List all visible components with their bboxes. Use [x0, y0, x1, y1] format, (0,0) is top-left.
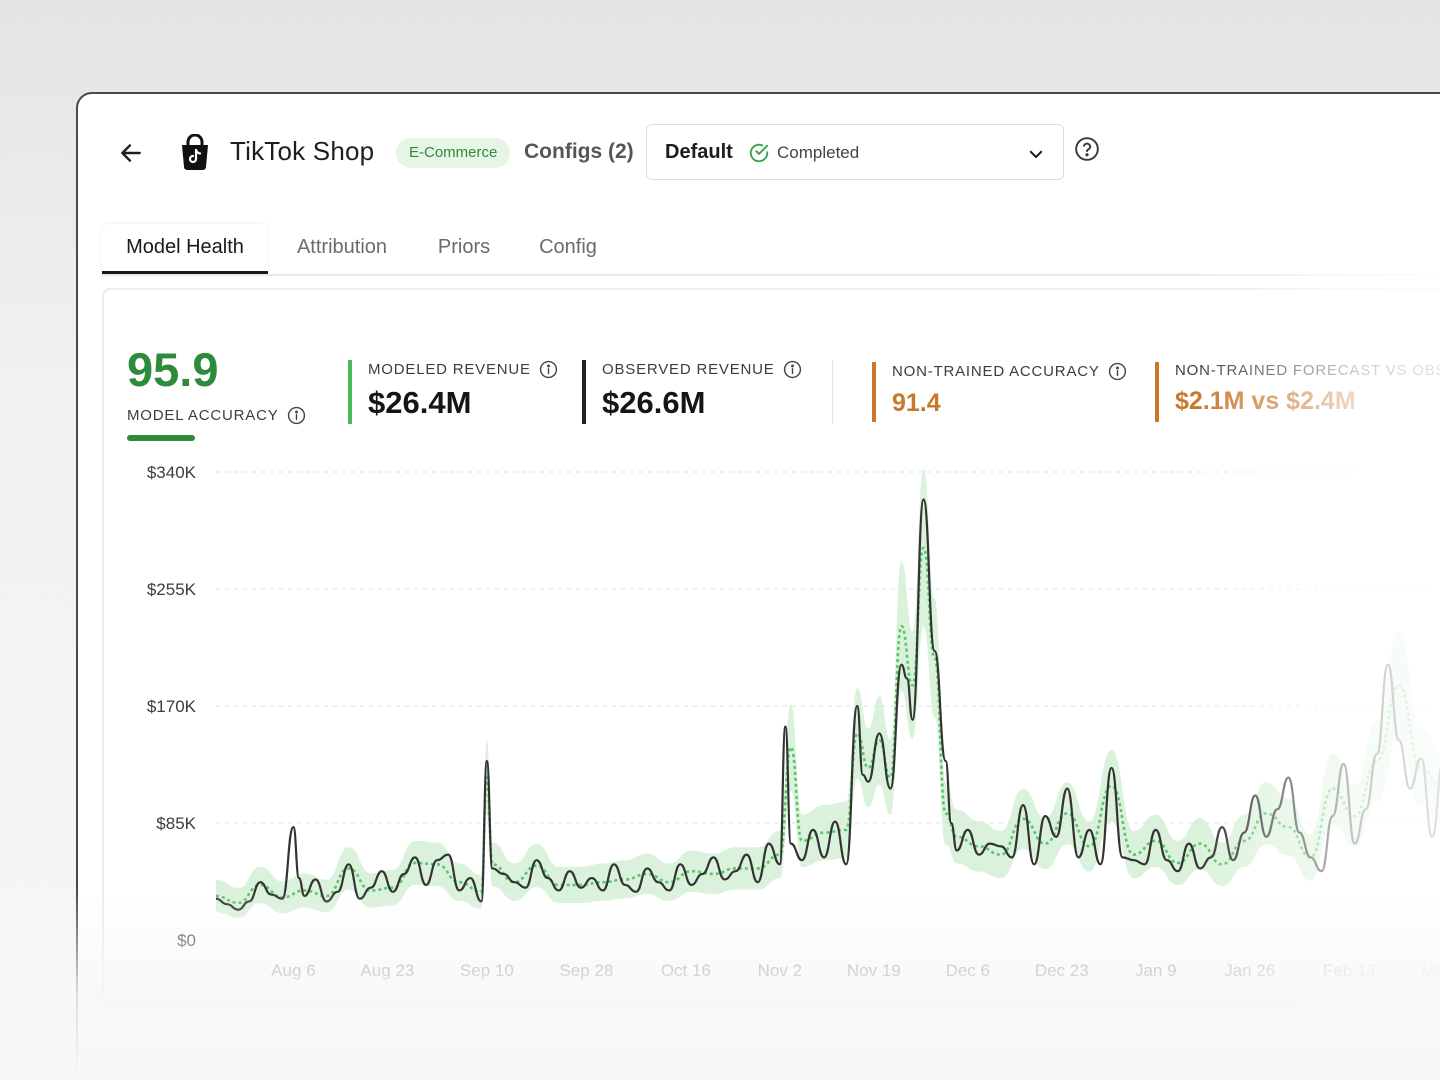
app-title: TikTok Shop — [230, 136, 375, 166]
x-tick-label: Aug 6 — [271, 961, 315, 980]
observed-revenue-bar — [582, 360, 586, 424]
info-icon[interactable] — [1108, 362, 1127, 381]
model-health-card: 95.9 MODEL ACCURACY MODELED REVENUE $26.… — [102, 288, 1440, 1008]
x-tick-label: Nov 19 — [847, 961, 901, 980]
metric-divider — [832, 360, 833, 424]
y-tick-label: $170K — [147, 697, 197, 716]
x-tick-label: Sep 10 — [460, 961, 514, 980]
y-tick-label: $340K — [147, 463, 197, 482]
model-accuracy-value: 95.9 — [127, 343, 219, 396]
non-trained-forecast-value: $2.1M vs $2.4M — [1175, 387, 1356, 415]
info-icon[interactable] — [783, 360, 802, 379]
non-trained-forecast-bar — [1155, 362, 1159, 422]
tab-config[interactable]: Config — [539, 236, 597, 258]
non-trained-accuracy-value: 91.4 — [892, 389, 941, 417]
x-tick-label: Feb 13 — [1323, 961, 1376, 980]
revenue-chart: $340K $255K $170K $85K $0 Aug 6 Aug 23 Sep 10 Se… — [104, 450, 1440, 1010]
tab-attribution[interactable]: Attribution — [296, 236, 388, 258]
x-tick-label: Sep 28 — [559, 961, 613, 980]
help-circle-icon[interactable] — [1074, 136, 1100, 162]
non-trained-accuracy-metric: NON-TRAINED ACCURACY 91.4 — [872, 362, 1127, 422]
model-accuracy-label: MODEL ACCURACY — [127, 407, 279, 424]
category-badge: E-Commerce — [396, 138, 511, 168]
x-tick-label: Oct 16 — [661, 961, 711, 980]
x-tick-label: Jan 9 — [1135, 961, 1177, 980]
config-name: Default — [665, 141, 733, 163]
config-status: Completed — [777, 143, 860, 162]
modeled-revenue-bar — [348, 360, 352, 424]
x-tick-label: Jan 26 — [1224, 961, 1275, 980]
config-dropdown[interactable]: Default Completed — [646, 124, 1064, 180]
non-trained-accuracy-label: NON-TRAINED ACCURACY — [892, 363, 1100, 380]
info-icon[interactable] — [287, 406, 306, 425]
modeled-revenue-metric: MODELED REVENUE $26.4M — [348, 360, 558, 424]
observed-revenue-label: OBSERVED REVENUE — [602, 361, 775, 378]
back-arrow-icon[interactable] — [118, 140, 144, 166]
modeled-revenue-label: MODELED REVENUE — [368, 361, 531, 378]
observed-revenue-value: $26.6M — [602, 385, 706, 420]
revenue-chart-svg: $340K $255K $170K $85K $0 Aug 6 Aug 23 Sep 10 Se… — [147, 463, 1440, 980]
tiktok-shop-logo-icon — [182, 134, 208, 170]
model-accuracy-metric: 95.9 MODEL ACCURACY — [127, 342, 306, 441]
info-icon[interactable] — [539, 360, 558, 379]
y-tick-label: $0 — [177, 931, 196, 950]
x-tick-label: Mar 2 — [1421, 961, 1440, 980]
x-tick-label: Dec 6 — [946, 961, 990, 980]
tab-priors[interactable]: Priors — [437, 236, 491, 258]
app-window: TikTok Shop E-Commerce Configs (2) Defau… — [76, 92, 1440, 1080]
non-trained-forecast-metric: NON-TRAINED FORECAST VS OBSE $2.1M vs $2… — [1155, 362, 1440, 422]
observed-revenue-metric: OBSERVED REVENUE $26.6M — [582, 360, 802, 424]
check-circle-icon — [749, 143, 769, 163]
x-tick-label: Aug 23 — [360, 961, 414, 980]
modeled-revenue-value: $26.4M — [368, 385, 472, 420]
x-tick-label: Dec 23 — [1035, 961, 1089, 980]
non-trained-accuracy-bar — [872, 362, 876, 422]
active-metric-indicator — [127, 435, 195, 441]
y-tick-label: $85K — [156, 814, 196, 833]
page-header: TikTok Shop E-Commerce Configs (2) Defau… — [78, 94, 1440, 204]
tab-model-health[interactable]: Model Health — [102, 224, 268, 274]
x-tick-label: Nov 2 — [758, 961, 802, 980]
non-trained-forecast-label: NON-TRAINED FORECAST VS OBSE — [1175, 362, 1440, 379]
tab-bar: Model Health Attribution Priors Config — [102, 220, 1440, 276]
modeled-uncertainty-band — [216, 468, 1440, 918]
y-tick-label: $255K — [147, 580, 197, 599]
chevron-down-icon — [1029, 150, 1043, 158]
configs-count-label: Configs (2) — [524, 140, 634, 163]
